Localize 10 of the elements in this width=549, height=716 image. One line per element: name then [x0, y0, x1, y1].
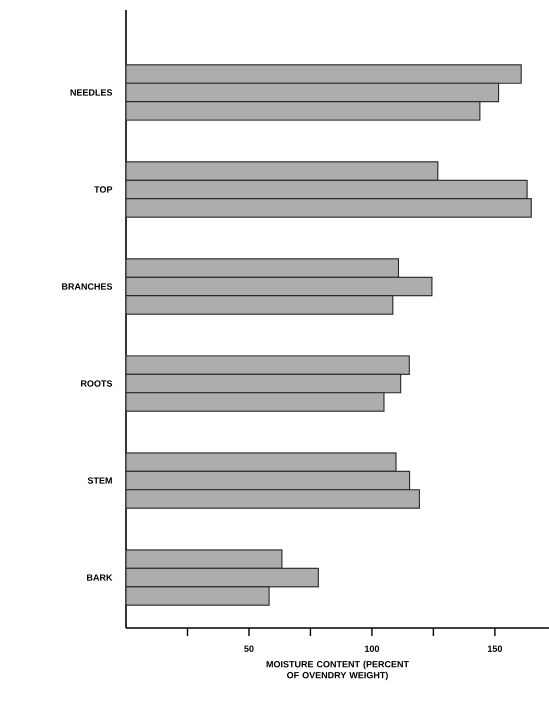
- y-tick-label: STEM: [88, 477, 112, 484]
- y-tick-label: ROOTS: [81, 380, 112, 387]
- x-tick-label: 50: [244, 646, 254, 652]
- y-tick-label: NEEDLES: [70, 89, 112, 96]
- x-tick-label: 150: [488, 646, 502, 652]
- y-tick-label: BRANCHES: [62, 283, 112, 290]
- x-tick-label: 100: [364, 646, 380, 652]
- y-tick-label: BARK: [87, 574, 112, 581]
- x-axis-title: MOISTURE CONTENT (PERCENT OF OVENDRY WEIGHT): [266, 660, 409, 680]
- y-tick-label: TOP: [94, 186, 112, 193]
